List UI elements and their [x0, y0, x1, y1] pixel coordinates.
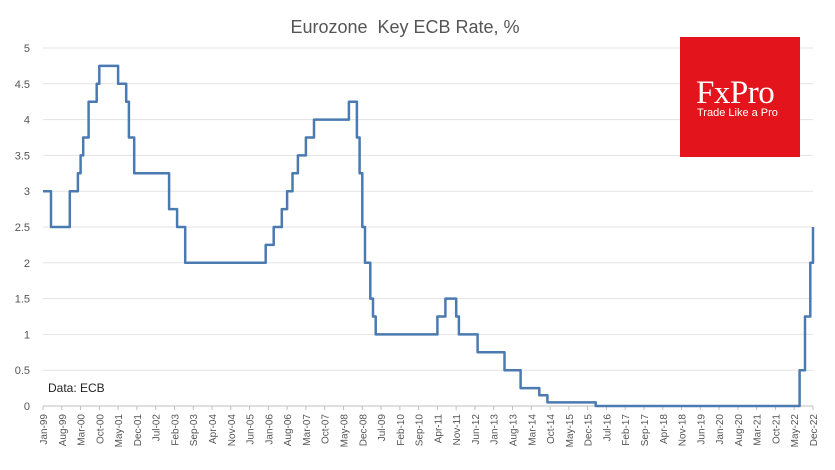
x-tick-label: May-01 [114, 414, 125, 448]
logo-tagline: Trade Like a Pro [697, 107, 778, 119]
x-tick-label: Nov-04 [227, 414, 238, 447]
x-tick-label: Jul-16 [602, 414, 613, 442]
y-tick-label: 3.5 [15, 150, 30, 162]
x-tick-label: Nov-18 [678, 414, 689, 447]
x-tick-label: Apr-04 [208, 414, 219, 444]
y-tick-label: 2.5 [15, 222, 30, 234]
y-tick-label: 1.5 [15, 294, 30, 306]
x-tick-label: Oct-21 [771, 414, 782, 444]
x-tick-label: Aug-06 [283, 414, 294, 447]
x-tick-label: Mar-14 [527, 414, 538, 446]
x-tick-label: Oct-14 [546, 414, 557, 444]
x-tick-label: Mar-00 [77, 414, 88, 446]
x-tick-label: Jun-05 [246, 414, 257, 445]
x-tick-label: Nov-11 [452, 414, 463, 446]
y-tick-label: 0.5 [15, 365, 30, 377]
x-tick-label: Mar-21 [753, 414, 764, 446]
x-tick-label: Sep-17 [640, 414, 651, 447]
x-tick-label: Sep-10 [415, 414, 426, 447]
x-tick-label: Jan-06 [264, 414, 275, 445]
ecb-rate-line [43, 64, 815, 408]
x-tick-label: Aug-13 [509, 414, 520, 447]
data-source-note: Data: ECB [48, 381, 105, 395]
chart-title: Eurozone Key ECB Rate, % [290, 17, 519, 37]
x-tick-label: May-15 [565, 414, 576, 448]
y-tick-label: 5 [24, 43, 30, 55]
x-tick-label: May-08 [339, 414, 350, 448]
x-tick-label: Oct-07 [321, 414, 332, 444]
series-group [43, 64, 815, 408]
x-tick-label: Dec-08 [358, 414, 369, 447]
y-axis: 0 0.5 1 1.5 2 2.5 3 3.5 4 4.5 5 [15, 43, 30, 413]
x-tick-label: Jan-99 [39, 414, 50, 445]
y-tick-label: 1 [24, 329, 30, 341]
y-tick-label: 4 [24, 115, 30, 127]
x-tick-label: Jan-13 [490, 414, 501, 445]
x-tick-label: Aug-99 [58, 414, 69, 447]
x-tick-label: May-22 [790, 414, 801, 448]
x-tick-label: Mar-07 [302, 414, 313, 446]
y-tick-label: 4.5 [15, 79, 30, 91]
x-tick-label: Jun-12 [471, 414, 482, 445]
x-tick-label: Oct-00 [95, 414, 106, 444]
logo-name: FxPro [696, 75, 775, 111]
x-tick-label: Feb-17 [621, 414, 632, 446]
x-tick-label: Sep-03 [189, 414, 200, 447]
x-tick-label: Jul-09 [377, 414, 388, 442]
x-tick-label: Jul-02 [152, 414, 163, 442]
y-tick-label: 0 [24, 401, 30, 413]
x-tick-label: Jan-20 [715, 414, 726, 445]
y-tick-label: 2 [24, 258, 30, 270]
y-tick-label: 3 [24, 186, 30, 198]
x-tick-label: Aug-20 [734, 414, 745, 447]
x-tick-label: Dec-01 [133, 414, 144, 447]
x-tick-label: Feb-03 [170, 414, 181, 446]
x-tick-label: Apr-11 [433, 414, 444, 444]
fxpro-logo: FxPro Trade Like a Pro [680, 37, 800, 157]
x-tick-label: Jun-19 [696, 414, 707, 445]
x-tick-label: Feb-10 [396, 414, 407, 446]
x-axis: Jan-99 Aug-99 Mar-00 Oct-00 May-01 Dec-01 Jul-… [39, 406, 820, 447]
x-tick-label: Apr-18 [659, 414, 670, 444]
x-tick-label: Dec-22 [809, 414, 820, 447]
x-tick-label: Dec-15 [584, 414, 595, 447]
